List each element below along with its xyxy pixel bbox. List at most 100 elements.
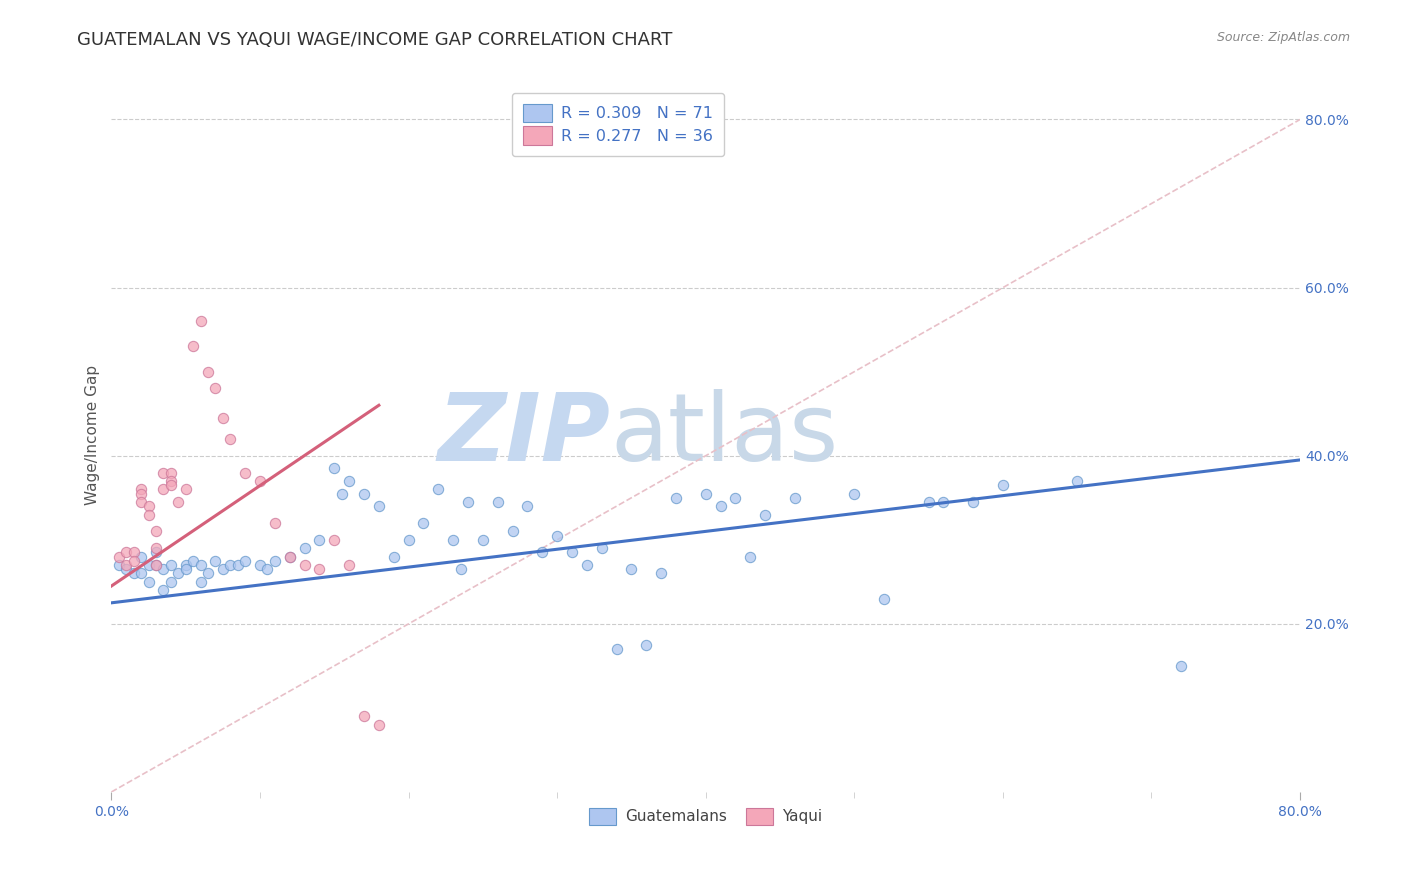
Point [441,533,464,547]
Point [502,524,524,539]
Point [145,558,167,572]
Point [917,495,939,509]
Point [308,562,330,576]
Text: ZIP: ZIP [437,389,610,481]
Y-axis label: Wage/Income Gap: Wage/Income Gap [86,365,100,505]
Text: GUATEMALAN VS YAQUI WAGE/INCOME GAP CORRELATION CHART: GUATEMALAN VS YAQUI WAGE/INCOME GAP CORR… [77,31,672,49]
Point [1066,474,1088,488]
Point [138,574,160,589]
Point [145,524,167,539]
Point [160,466,183,480]
Point [650,566,672,581]
Point [122,545,145,559]
Point [531,545,554,559]
Point [152,583,174,598]
Point [591,541,613,556]
Point [129,495,152,509]
Point [323,533,346,547]
Point [278,549,301,564]
Point [249,474,271,488]
Point [249,558,271,572]
Point [129,486,152,500]
Point [129,483,152,497]
Point [226,558,249,572]
Point [382,549,405,564]
Point [160,574,183,589]
Point [294,541,316,556]
Point [145,541,167,556]
Point [145,558,167,572]
Point [152,562,174,576]
Point [516,499,538,513]
Point [457,495,479,509]
Point [115,562,138,576]
Point [197,365,219,379]
Point [122,566,145,581]
Point [450,562,472,576]
Point [152,466,174,480]
Point [353,709,375,723]
Point [219,558,242,572]
Point [962,495,984,509]
Point [724,491,747,505]
Point [263,554,285,568]
Point [138,558,160,572]
Point [160,478,183,492]
Point [471,533,494,547]
Point [367,499,389,513]
Point [190,574,212,589]
Point [190,314,212,328]
Point [427,483,450,497]
Point [330,486,353,500]
Point [138,499,160,513]
Point [129,566,152,581]
Point [138,508,160,522]
Point [665,491,688,505]
Point [561,545,583,559]
Point [211,410,233,425]
Point [115,558,138,572]
Point [486,495,509,509]
Point [844,486,866,500]
Text: atlas: atlas [610,389,839,481]
Point [167,566,190,581]
Point [353,486,375,500]
Point [204,554,226,568]
Text: Source: ZipAtlas.com: Source: ZipAtlas.com [1216,31,1350,45]
Point [294,558,316,572]
Point [233,466,256,480]
Point [152,483,174,497]
Point [174,558,197,572]
Point [108,549,131,564]
Point [122,554,145,568]
Point [991,478,1014,492]
Point [323,461,346,475]
Point [873,591,896,606]
Point [256,562,278,576]
Point [174,483,197,497]
Point [606,642,628,657]
Point [181,339,204,353]
Point [367,717,389,731]
Point [190,558,212,572]
Point [546,528,568,542]
Point [219,432,242,446]
Point [412,516,434,530]
Point [181,554,204,568]
Point [337,474,360,488]
Point [233,554,256,568]
Point [145,545,167,559]
Point [308,533,330,547]
Point [211,562,233,576]
Point [160,558,183,572]
Point [695,486,717,500]
Point [108,558,131,572]
Point [197,566,219,581]
Legend: Guatemalans, Yaqui: Guatemalans, Yaqui [579,798,832,834]
Point [167,495,190,509]
Point [1170,658,1192,673]
Point [129,549,152,564]
Point [174,562,197,576]
Point [620,562,643,576]
Point [278,549,301,564]
